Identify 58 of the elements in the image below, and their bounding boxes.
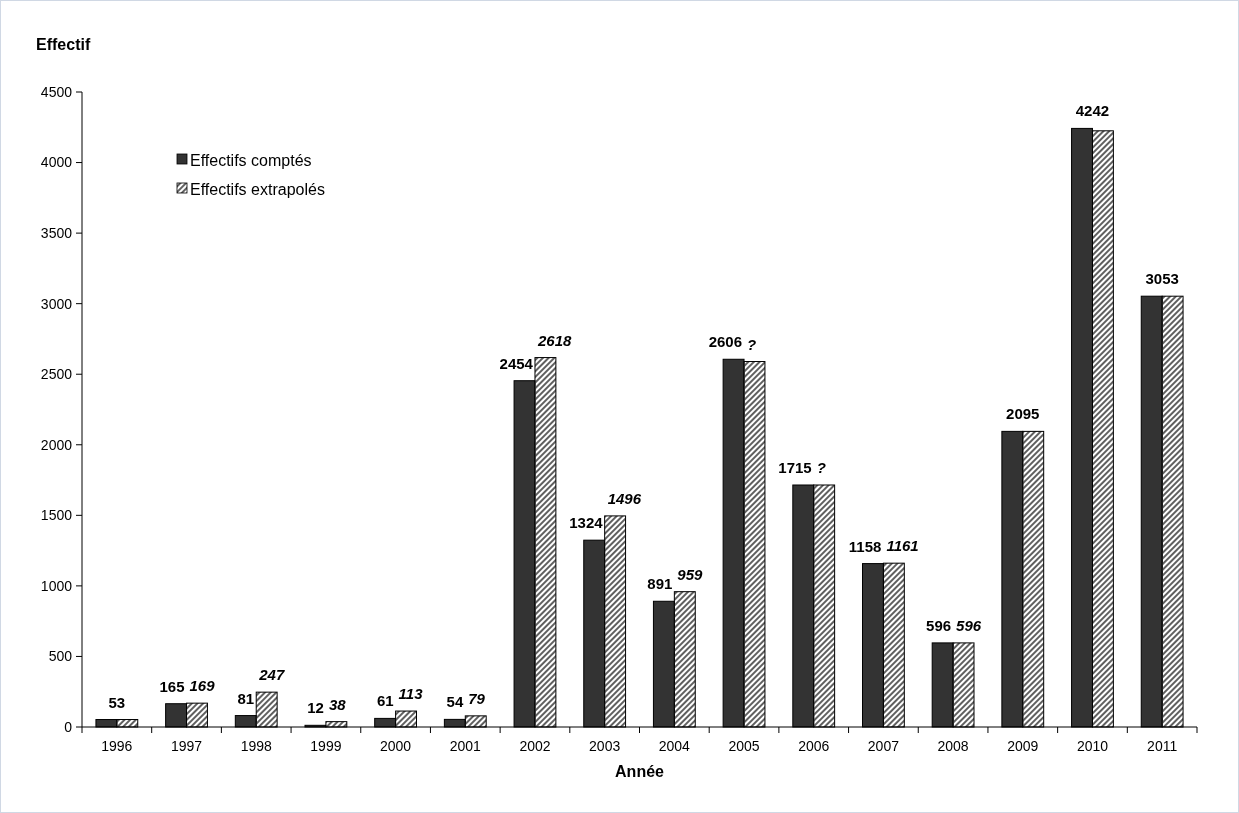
data-label: 4242 bbox=[1075, 102, 1110, 120]
data-label: 1324 bbox=[569, 514, 604, 532]
data-label: 165 bbox=[159, 677, 185, 695]
y-tick-label: 1500 bbox=[40, 507, 73, 524]
x-tick-label: 2004 bbox=[658, 738, 691, 754]
y-tick-label: 2000 bbox=[40, 436, 73, 453]
legend-label: Effectifs extrapolés bbox=[190, 180, 325, 198]
data-label: 54 bbox=[446, 693, 464, 711]
x-tick-label: 2001 bbox=[449, 738, 482, 754]
data-label: 3053 bbox=[1145, 270, 1179, 288]
x-tick-label: 2002 bbox=[519, 738, 551, 754]
x-tick-label: 2000 bbox=[380, 738, 412, 754]
data-label: 38 bbox=[328, 695, 347, 713]
x-tick-label: 2011 bbox=[1147, 738, 1178, 754]
data-label: 959 bbox=[677, 565, 704, 583]
y-tick-label: 3500 bbox=[40, 225, 73, 242]
y-tick-label: 4500 bbox=[40, 83, 73, 100]
x-tick-label: 2006 bbox=[798, 738, 830, 754]
data-label: 113 bbox=[398, 685, 424, 703]
data-label: 1496 bbox=[607, 489, 642, 507]
y-axis-title: Effectif bbox=[36, 36, 91, 53]
x-axis-title: Année bbox=[615, 763, 665, 780]
data-label: 247 bbox=[258, 666, 285, 684]
y-tick-label: 0 bbox=[64, 718, 73, 735]
x-tick-label: 1996 bbox=[101, 738, 133, 754]
legend-label: Effectifs comptés bbox=[190, 151, 312, 169]
x-tick-label: 2009 bbox=[1007, 738, 1039, 754]
data-label: 79 bbox=[468, 689, 486, 707]
data-label: 2454 bbox=[499, 354, 534, 372]
data-label: 2095 bbox=[1006, 405, 1040, 423]
data-label: ? bbox=[747, 335, 757, 353]
data-label: 61 bbox=[376, 692, 394, 710]
y-tick-label: 3000 bbox=[40, 295, 73, 312]
data-label: 596 bbox=[956, 616, 982, 634]
data-label: ? bbox=[816, 458, 826, 476]
y-tick-label: 4000 bbox=[40, 154, 73, 171]
y-tick-label: 2500 bbox=[40, 366, 73, 383]
data-label: 1161 bbox=[886, 537, 919, 555]
data-label: 2606 bbox=[708, 333, 743, 351]
data-label: 1715 bbox=[778, 458, 812, 476]
data-label: 12 bbox=[307, 699, 324, 717]
x-tick-label: 2007 bbox=[867, 738, 900, 754]
x-tick-label: 1998 bbox=[240, 738, 272, 754]
x-tick-label: 2003 bbox=[589, 738, 621, 754]
data-label: 1158 bbox=[848, 537, 882, 555]
data-label: 53 bbox=[108, 693, 126, 711]
x-tick-label: 1997 bbox=[170, 738, 203, 754]
x-tick-label: 1999 bbox=[310, 738, 342, 754]
x-tick-label: 2005 bbox=[728, 738, 760, 754]
x-tick-label: 2010 bbox=[1076, 738, 1109, 754]
x-tick-label: 2008 bbox=[937, 738, 969, 754]
data-label: 2618 bbox=[536, 331, 572, 349]
y-tick-label: 500 bbox=[48, 648, 73, 665]
data-label: 891 bbox=[647, 575, 673, 593]
data-label: 81 bbox=[237, 689, 255, 707]
data-label: 596 bbox=[926, 616, 952, 634]
data-label: 169 bbox=[189, 677, 216, 695]
y-tick-label: 1000 bbox=[40, 577, 73, 594]
